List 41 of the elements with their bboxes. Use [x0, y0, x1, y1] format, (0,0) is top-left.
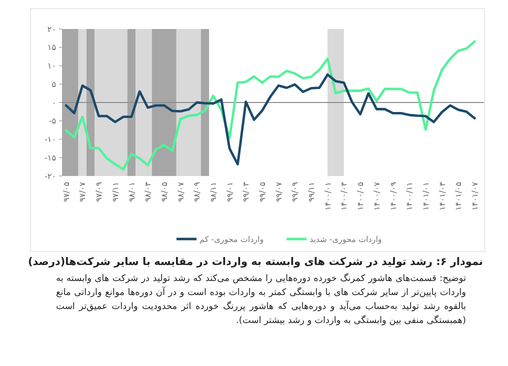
y-tick-label: -۵ [48, 116, 56, 126]
text: توضیح: قسمت‌های هاشور کمرنگ خورده دوره‌هایی را مشخص می‌کند که رشد تولید در شرکت های وابسته به واردات پایین‌تر از سایر شرکت های با وابستگی کمتر به واردات بوده است و در آن دوره‌ها موانع وارداتی مانع بالقوه رشد تولید به‌حساب می‌آید و دوره‌هایی که هاشور پررنگ خورده اثر محدودیت واردات عمیق‌تر است (همبستگی منفی بین وابستگی به واردات و رشد بیشتر است). [56, 272, 466, 328]
x-tick-label: ۱۴۰۰/۰۳ [340, 181, 349, 210]
x-tick-label: ۱۴۰۰/۰۵ [356, 182, 366, 210]
line-series [64, 73, 476, 166]
x-tick-label: ۹۷/۰۹ [94, 182, 104, 202]
x-tick-label: ۱۴۰۱/۰۱ [421, 182, 430, 210]
x-tick-label: ۹۸/۰۵ [160, 182, 169, 202]
x-tick-label: ۹۸/۱۱ [208, 182, 218, 202]
text: نمودار ۶: رشد تولید در شرکت های وابسته به واردات در مقایسه با سایر شرکت‌ها(درصد) [28, 256, 483, 268]
y-tick-label: ۰ [52, 98, 56, 108]
x-tick-label: ۹۷/۰۷ [78, 181, 88, 202]
line-series [64, 40, 476, 171]
y-tick-label: -۱۰ [44, 135, 56, 144]
x-tick-label: ۱۴۰۱/۰۷ [470, 181, 480, 210]
x-tick-label: ۹۸/۰۷ [176, 181, 186, 202]
x-tick-label: ۱۴۰۱/۰۳ [438, 181, 447, 210]
x-tick-label: ۱۴۰۰/۱۱ [405, 182, 414, 210]
legend-label: واردات محوری- شدید [310, 234, 382, 244]
x-tick-label: ۱۴۰۱/۰۵ [454, 182, 464, 210]
x-tick-label: ۱۴۰۰/۰۱ [323, 182, 332, 210]
y-tick-label: ۵ [52, 80, 56, 89]
x-tick-label: ۹۹/۱۱ [307, 182, 316, 202]
y-tick-label: ۲۰ [47, 24, 56, 34]
y-tick-label: ۱۵ [47, 43, 56, 52]
x-tick-label: ۹۷/۱۱ [110, 182, 120, 202]
x-tick-label: ۹۹/۰۷ [274, 181, 284, 202]
x-tick-label: ۹۹/۰۵ [258, 182, 267, 202]
y-tick-label: ۱۰ [47, 62, 56, 71]
y-tick-label: -۲۰ [44, 172, 56, 181]
legend-label: واردات محوری- کم [200, 234, 264, 244]
x-tick-label: ۹۹/۰۳ [242, 181, 251, 202]
x-tick-label: ۹۸/۰۳ [144, 181, 153, 202]
y-tick-label: -۱۵ [44, 153, 56, 162]
x-tick-label: ۱۴۰۰/۰۹ [388, 182, 398, 210]
x-tick-label: ۹۹/۰۹ [290, 182, 300, 202]
x-tick-label: ۹۸/۰۹ [192, 182, 202, 202]
x-tick-label: ۹۹/۰۱ [225, 182, 234, 202]
x-tick-label: ۹۷/۰۵ [62, 182, 71, 202]
x-tick-label: ۱۴۰۰/۰۷ [372, 181, 382, 210]
x-tick-label: ۹۸/۰۱ [127, 182, 136, 202]
